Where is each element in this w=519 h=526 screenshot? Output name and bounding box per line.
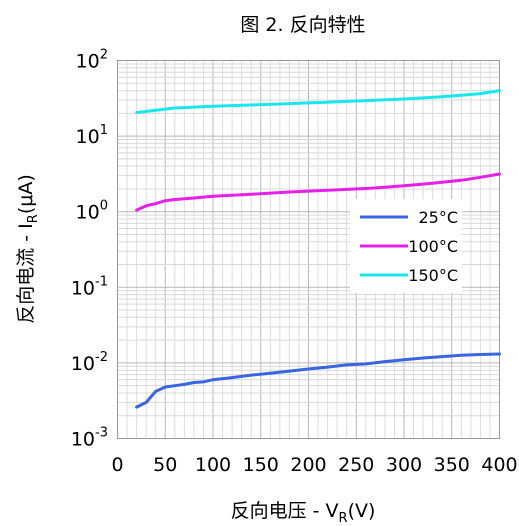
- plot-frame: [117, 60, 500, 439]
- y-tick-labels: 102 101 100 10-1 10-2 10-3: [71, 48, 108, 451]
- series-line: [135, 352, 501, 409]
- y-tick-label: 101: [76, 123, 108, 148]
- x-tick-label: 0: [111, 454, 123, 476]
- legend-label: 25°C: [418, 208, 458, 227]
- legend-label: 100°C: [408, 237, 458, 256]
- y-tick-label: 102: [76, 48, 108, 73]
- series-layer: [135, 89, 501, 409]
- x-tick-label: 300: [386, 454, 422, 476]
- x-tick-label: 350: [434, 454, 470, 476]
- series-line: [135, 89, 501, 114]
- series-line: [135, 172, 501, 212]
- x-tick-label: 400: [481, 454, 517, 476]
- y-tick-label: 10-1: [71, 274, 108, 299]
- y-axis-label: 反向电流 - IR(μA): [15, 174, 41, 324]
- legend: 25°C 100°C 150°C: [350, 199, 462, 293]
- x-axis-label: 反向电压 - VR(V): [231, 500, 376, 526]
- y-tick-label: 10-2: [71, 350, 108, 375]
- x-tick-label: 200: [290, 454, 326, 476]
- x-tick-label: 250: [338, 454, 374, 476]
- y-tick-label: 10-3: [71, 426, 108, 451]
- x-tick-label: 150: [243, 454, 279, 476]
- x-tick-labels: 0 50 100 150 200 250 300 350 400: [111, 454, 517, 476]
- x-tick-label: 100: [195, 454, 231, 476]
- y-tick-label: 100: [76, 199, 108, 224]
- x-tick-label: 50: [153, 454, 177, 476]
- chart-title: 图 2. 反向特性: [240, 14, 365, 36]
- legend-label: 150°C: [408, 266, 458, 285]
